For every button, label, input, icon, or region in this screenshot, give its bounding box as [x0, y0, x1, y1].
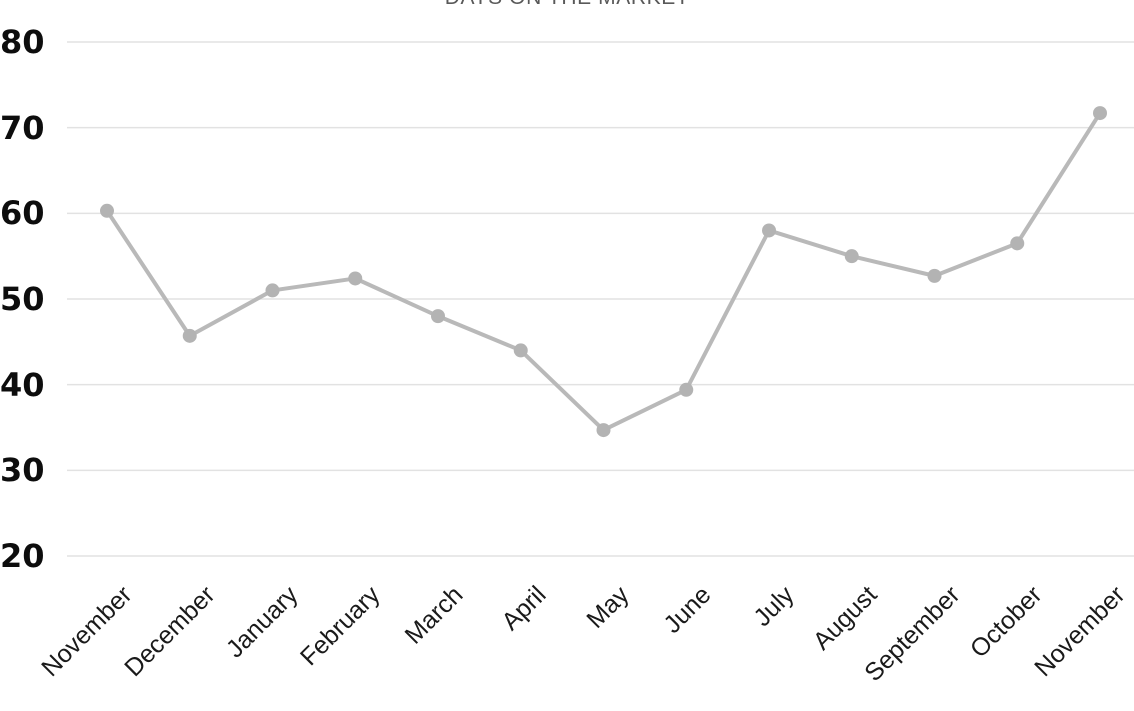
data-point — [1093, 106, 1107, 121]
data-point — [596, 423, 611, 438]
data-point — [265, 283, 280, 298]
series-markers — [100, 106, 1107, 438]
data-point — [100, 203, 114, 218]
gridlines — [67, 41, 1134, 557]
y-tick-label: 60 — [0, 194, 45, 233]
data-point — [348, 271, 363, 286]
y-tick-label: 20 — [0, 537, 45, 575]
data-point — [762, 223, 776, 238]
series-line — [105, 111, 1102, 433]
y-tick-label: 30 — [0, 451, 45, 490]
chart-title: DAYS ON THE MARKET — [0, 0, 1134, 8]
data-point — [513, 343, 528, 358]
data-point — [1010, 236, 1025, 251]
data-point — [927, 268, 942, 283]
y-tick-label: 40 — [0, 365, 45, 404]
data-point — [679, 382, 694, 397]
y-tick-label: 70 — [0, 108, 45, 147]
y-tick-label: 50 — [0, 280, 45, 318]
y-tick-label: 80 — [0, 23, 45, 61]
data-point — [431, 309, 445, 324]
data-point — [844, 249, 859, 264]
data-point — [182, 328, 197, 343]
